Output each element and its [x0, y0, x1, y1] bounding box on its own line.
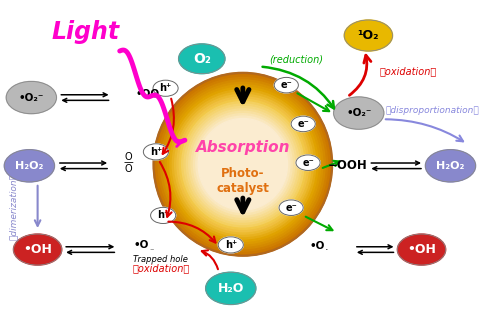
Text: ⁻: ⁻ — [150, 246, 154, 255]
Ellipse shape — [170, 90, 316, 239]
Circle shape — [426, 150, 476, 182]
Ellipse shape — [194, 114, 292, 215]
Text: H₂O₂: H₂O₂ — [436, 161, 464, 171]
Circle shape — [150, 208, 176, 223]
Ellipse shape — [163, 82, 323, 246]
Text: Light: Light — [52, 20, 120, 44]
Text: h⁺: h⁺ — [150, 147, 162, 157]
Text: .: . — [325, 242, 328, 252]
Circle shape — [144, 144, 169, 160]
Text: •OH: •OH — [407, 243, 436, 256]
Text: h⁺: h⁺ — [157, 210, 170, 220]
Circle shape — [178, 44, 225, 74]
Circle shape — [296, 155, 320, 171]
Ellipse shape — [160, 80, 325, 249]
Circle shape — [153, 80, 178, 96]
Text: •O: •O — [309, 241, 324, 251]
Ellipse shape — [186, 106, 300, 222]
Circle shape — [206, 272, 256, 305]
Circle shape — [291, 116, 316, 132]
Text: O: O — [124, 151, 132, 162]
Ellipse shape — [158, 78, 328, 251]
Text: Absorption: Absorption — [196, 140, 290, 155]
Ellipse shape — [191, 111, 294, 217]
Circle shape — [6, 81, 56, 114]
Text: （oxidation）: （oxidation） — [132, 263, 190, 273]
Ellipse shape — [154, 73, 332, 256]
Text: ¹O₂: ¹O₂ — [358, 29, 379, 42]
Text: e⁻: e⁻ — [286, 203, 297, 213]
Text: −OOH: −OOH — [328, 159, 368, 172]
Text: （oxidation）: （oxidation） — [379, 66, 436, 76]
Ellipse shape — [177, 97, 308, 232]
Text: e⁻: e⁻ — [302, 158, 314, 168]
Text: Photo-
catalyst: Photo- catalyst — [216, 167, 270, 195]
Text: (reduction): (reduction) — [270, 55, 324, 65]
Ellipse shape — [198, 119, 288, 210]
Circle shape — [14, 234, 62, 265]
Text: •O: •O — [134, 240, 149, 250]
Ellipse shape — [174, 95, 311, 234]
Text: ⁻: ⁻ — [152, 95, 156, 104]
Text: e⁻: e⁻ — [280, 80, 292, 90]
Text: H₂O: H₂O — [218, 282, 244, 295]
Ellipse shape — [166, 85, 320, 244]
Text: —: — — [124, 157, 134, 167]
Text: （dimerization）: （dimerization） — [9, 173, 18, 240]
Circle shape — [274, 77, 298, 93]
Circle shape — [344, 20, 393, 51]
Text: O₂: O₂ — [193, 52, 210, 66]
Text: •OO: •OO — [136, 90, 160, 100]
Ellipse shape — [189, 109, 297, 220]
Text: •O₂⁻: •O₂⁻ — [18, 93, 44, 103]
Ellipse shape — [168, 87, 318, 241]
Text: Trapped hole: Trapped hole — [134, 255, 188, 264]
Ellipse shape — [184, 104, 302, 224]
Text: •OH: •OH — [23, 243, 52, 256]
Circle shape — [398, 234, 446, 265]
Circle shape — [218, 237, 244, 253]
Ellipse shape — [196, 116, 290, 213]
Ellipse shape — [172, 92, 314, 237]
Text: •O₂⁻: •O₂⁻ — [346, 108, 372, 118]
Circle shape — [4, 150, 54, 182]
Text: O: O — [124, 164, 132, 174]
Circle shape — [334, 97, 384, 129]
Ellipse shape — [180, 99, 306, 229]
Circle shape — [279, 200, 303, 215]
Text: h⁺: h⁺ — [224, 240, 237, 250]
Text: H₂O₂: H₂O₂ — [15, 161, 44, 171]
Text: e⁻: e⁻ — [298, 119, 309, 129]
Ellipse shape — [182, 102, 304, 227]
Text: h⁺: h⁺ — [160, 83, 172, 93]
Ellipse shape — [156, 75, 330, 253]
Text: （disproportionation）: （disproportionation） — [386, 105, 479, 115]
